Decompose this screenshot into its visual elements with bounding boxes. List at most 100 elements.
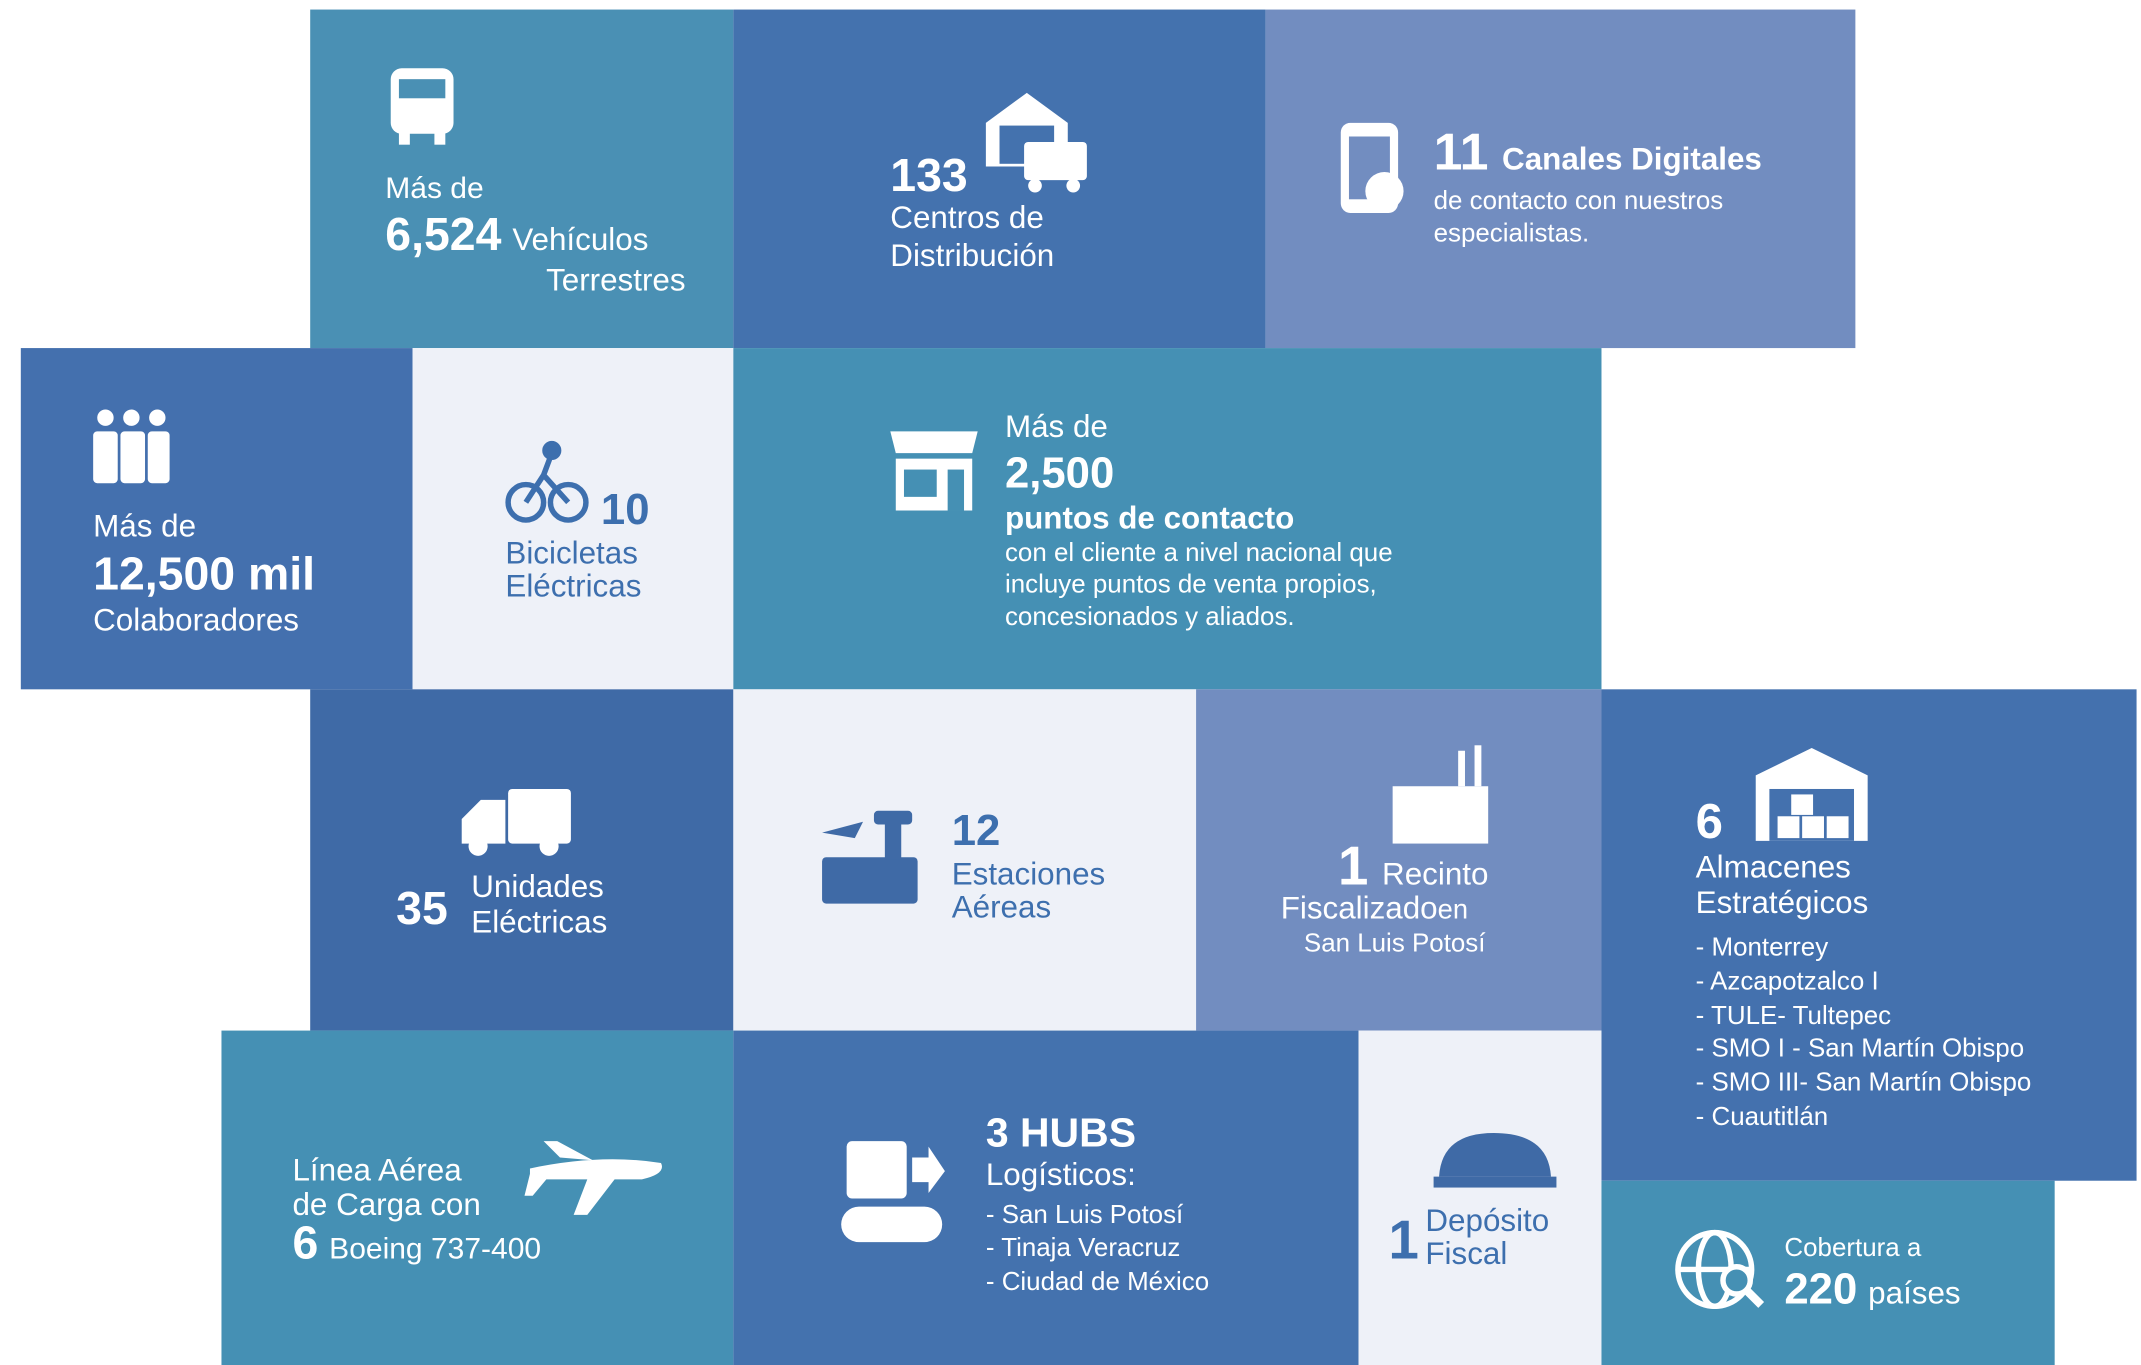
tile-text: Más de	[93, 508, 196, 543]
icon-shape	[547, 481, 589, 523]
tile-text: Recinto	[1382, 857, 1488, 892]
icon-shape	[1777, 816, 1800, 839]
tile-text: Fiscalizado	[1281, 891, 1438, 926]
tile-text: Línea Aérea	[292, 1153, 462, 1188]
icon-shape	[822, 857, 918, 904]
tile-text: - Azcapotzalco I	[1696, 968, 1879, 996]
store-icon	[890, 431, 978, 511]
tile-text: - TULE- Tultepec	[1696, 1002, 1891, 1030]
storage-icon	[1755, 748, 1868, 841]
etruck-icon	[461, 788, 571, 856]
tile-text: países	[1868, 1276, 1960, 1311]
icon-shape	[1066, 178, 1081, 193]
icon-shape	[890, 431, 978, 454]
icon-shape	[947, 469, 965, 511]
tile-text: 12	[952, 806, 1001, 855]
tile-text: 3 HUBS	[986, 1110, 1136, 1156]
tile-text: 10	[601, 485, 650, 534]
tile-text: Logísticos:	[986, 1157, 1136, 1192]
tile-text: 6	[292, 1217, 318, 1269]
icon-shape	[147, 431, 170, 484]
icon-shape	[912, 1146, 945, 1194]
tile-text: - SMO III- San Martín Obispo	[1696, 1069, 2032, 1097]
texts: Más de6,524 VehículosTerrestres133Centros…	[93, 122, 2031, 1313]
tile-text: 11	[1434, 122, 1489, 180]
icon-shape	[524, 1141, 662, 1215]
tile-text: de contacto con nuestros	[1434, 187, 1724, 215]
conveyor-icon	[841, 1141, 945, 1243]
tile-text: - Ciudad de México	[986, 1268, 1209, 1296]
tile-text: incluye puntos de venta propios,	[1005, 570, 1377, 598]
icon-shape	[93, 431, 118, 484]
icon-shape	[1028, 178, 1042, 193]
icon-shape	[539, 836, 559, 856]
warehouse-icon	[985, 92, 1087, 193]
icon-shape	[1458, 750, 1465, 787]
tile-text: Estratégicos	[1696, 885, 1869, 920]
tile-text: Bicicletas	[505, 536, 638, 571]
icon-shape	[1439, 1132, 1551, 1177]
icon-shape	[542, 440, 562, 461]
tile-text: - SMO I - San Martín Obispo	[1696, 1035, 2024, 1063]
tile-text: 6	[1696, 795, 1723, 849]
tile-text: Cobertura a	[1784, 1234, 1921, 1262]
icon-shape	[1024, 141, 1087, 181]
icon-shape	[1365, 171, 1404, 211]
tile-text: Fiscal	[1425, 1236, 1507, 1271]
icon-shape	[884, 819, 902, 860]
tile	[310, 689, 734, 1031]
icon-shape	[461, 799, 506, 844]
icon-shape	[398, 79, 446, 99]
people-icon	[93, 409, 170, 484]
icon-shape	[1474, 745, 1482, 787]
tile-text: - San Luis Potosí	[986, 1201, 1184, 1229]
airport-icon	[822, 810, 918, 904]
phone-icon	[1340, 122, 1404, 213]
icon-shape	[1826, 816, 1849, 839]
tile-text: Unidades	[471, 869, 604, 904]
tile	[310, 9, 734, 349]
tile-text: 1	[1389, 1210, 1419, 1271]
icon-shape	[841, 1206, 943, 1243]
tile-text: Distribución	[890, 238, 1054, 273]
icon-shape	[1743, 1287, 1765, 1308]
tile-text: Boeing 737-400	[329, 1233, 541, 1266]
tile	[733, 348, 1602, 690]
icons	[93, 68, 1868, 1310]
icon-shape	[873, 810, 913, 825]
tile-text: Más de	[385, 172, 483, 205]
tile-text: - Cuautitlán	[1696, 1103, 1829, 1131]
tile-text: puntos de contacto	[1005, 500, 1294, 535]
icon-shape	[1433, 1176, 1557, 1188]
icon-shape	[468, 836, 488, 856]
tile-text: 35	[396, 882, 448, 934]
icon-shape	[97, 409, 114, 426]
icon-shape	[1720, 1263, 1753, 1297]
tile-text: Depósito	[1425, 1203, 1549, 1238]
tile-text: Terrestres	[546, 263, 685, 298]
van-icon	[390, 68, 454, 145]
tile-text: especialistas.	[1434, 220, 1590, 248]
tile-text: en	[1438, 894, 1468, 925]
icon-shape	[505, 481, 547, 523]
icon-shape	[1802, 816, 1824, 839]
tile-text: Vehículos	[512, 222, 648, 257]
icon-shape	[434, 131, 446, 145]
icon-shape	[903, 469, 937, 497]
tile-text: Aéreas	[952, 889, 1051, 924]
icon-shape	[120, 431, 146, 484]
tile-text: de Carga con	[292, 1187, 480, 1222]
tile-text: 2,500	[1005, 448, 1114, 497]
tile	[20, 348, 413, 690]
tile-text: 1	[1338, 836, 1368, 897]
tile-text: 12,500 mil	[93, 548, 315, 600]
tile	[1196, 689, 1602, 1031]
icon-shape	[1392, 786, 1489, 844]
tile-text: Estaciones	[952, 857, 1105, 892]
tile-text: con el cliente a nivel nacional que	[1005, 539, 1393, 567]
hangar-icon	[1433, 1132, 1557, 1188]
tile-text: Canales Digitales	[1502, 141, 1762, 176]
plane-icon	[524, 1141, 662, 1215]
icon-shape	[123, 409, 140, 426]
